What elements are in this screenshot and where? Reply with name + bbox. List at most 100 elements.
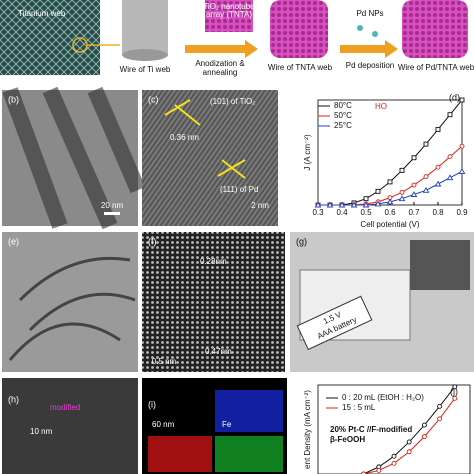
marker (376, 467, 382, 473)
caption: Wire of TNTA web (268, 63, 333, 72)
marker (435, 126, 441, 132)
legend-label: 80°C (334, 101, 352, 110)
panel-label: (d) (449, 92, 460, 102)
legend-label: 15 : 5 mL (342, 403, 376, 412)
x-tick-label: 0.9 (456, 208, 468, 217)
scale-label: 60 nm (152, 420, 175, 429)
x-axis-label: Cell potential (V) (360, 220, 419, 229)
marker (386, 198, 394, 205)
x-tick-label: 0.5 (360, 208, 372, 217)
ti-wire-end (122, 49, 168, 61)
sheets (8, 256, 136, 361)
panel-a: Titanium web Wire of Ti web TiO₂ nanotub… (0, 0, 474, 77)
marker (374, 200, 382, 207)
scale-label: 2 nm (251, 201, 269, 210)
marker (421, 422, 427, 428)
molecule: HO (375, 102, 387, 111)
caption: array (TNTA) (206, 10, 252, 19)
marker (314, 201, 322, 208)
marker (458, 167, 466, 174)
map (148, 436, 212, 472)
marker (422, 186, 430, 193)
annotation: (101) of TiO₂ (210, 97, 255, 106)
marker (406, 439, 412, 445)
marker (391, 453, 397, 459)
marker (423, 174, 429, 180)
panel-label: (i) (148, 399, 156, 409)
annotation: 0.47nm (205, 347, 232, 356)
panel-label: (e) (8, 236, 19, 246)
marker (375, 188, 381, 194)
marker (362, 201, 370, 208)
panel-label: (g) (296, 236, 307, 246)
tnta-wire (270, 0, 328, 58)
marker (452, 384, 458, 390)
hrtem-image (142, 90, 278, 226)
marker (421, 434, 427, 440)
arrow (340, 40, 398, 58)
marker (459, 143, 465, 149)
annotation: Fe (222, 420, 232, 429)
arrow (185, 40, 258, 58)
panel-label: (h) (8, 394, 19, 404)
marker (423, 141, 429, 147)
marker (387, 179, 393, 185)
marker (437, 403, 443, 409)
marker (399, 189, 405, 195)
annotation: β-FeOOH (330, 435, 365, 444)
legend-label: 50°C (334, 111, 352, 120)
marker (326, 201, 334, 208)
tnta-array (205, 0, 253, 32)
tem-image (2, 378, 138, 474)
panel-label: (b) (8, 94, 19, 104)
marker (350, 201, 358, 208)
caption: Wire of Ti web (120, 65, 171, 74)
scale-label: 0.5 nm (152, 357, 177, 366)
markers (164, 99, 246, 179)
marker (391, 460, 397, 466)
legend-label: 0 : 20 mL (EtOH : H₂O) (342, 393, 424, 402)
y-axis-label: J (A cm⁻²) (303, 134, 312, 171)
panel-label: (c) (148, 94, 159, 104)
annotation: modified (50, 403, 80, 412)
x-tick-label: 0.6 (384, 208, 396, 217)
marker (459, 97, 465, 103)
caption: TiO₂ nanotube (203, 2, 255, 11)
marker (447, 112, 453, 118)
x-tick-label: 0.4 (336, 208, 348, 217)
annotation: 20% Pt-C //F-modified (330, 425, 412, 434)
legend-label: 25°C (334, 121, 352, 130)
battery (296, 295, 373, 351)
caption: Wire of Pd/TNTA web (398, 63, 474, 72)
electrode (410, 240, 470, 290)
pd-wire (402, 0, 468, 58)
marker (363, 196, 369, 202)
panel-label: (j) (450, 386, 458, 396)
caption: Pd deposition (346, 61, 394, 70)
marker (452, 395, 458, 401)
x-tick-label: 0.7 (408, 208, 420, 217)
ti-wire (122, 0, 168, 55)
marker (434, 180, 442, 187)
marker (398, 195, 406, 202)
marker (447, 154, 453, 160)
annotation: 0.28nm (200, 257, 227, 266)
panel-label: (f) (148, 236, 157, 246)
marker (399, 167, 405, 173)
particle (357, 25, 363, 31)
marker (410, 191, 418, 197)
x-tick-label: 0.8 (432, 208, 444, 217)
caption: Anodization & (195, 59, 245, 68)
hrtem-image (142, 232, 285, 372)
photo (0, 0, 100, 75)
marker (435, 164, 441, 170)
caption: annealing (203, 68, 238, 77)
series-line (363, 398, 456, 474)
y-axis-label: ent Density (mA cm⁻²) (303, 390, 312, 469)
x-tick-label: 0.3 (312, 208, 324, 217)
marker (437, 416, 443, 422)
annotation: 0.36 nm (170, 133, 199, 142)
plot-frame (317, 384, 471, 474)
marker (446, 174, 454, 181)
